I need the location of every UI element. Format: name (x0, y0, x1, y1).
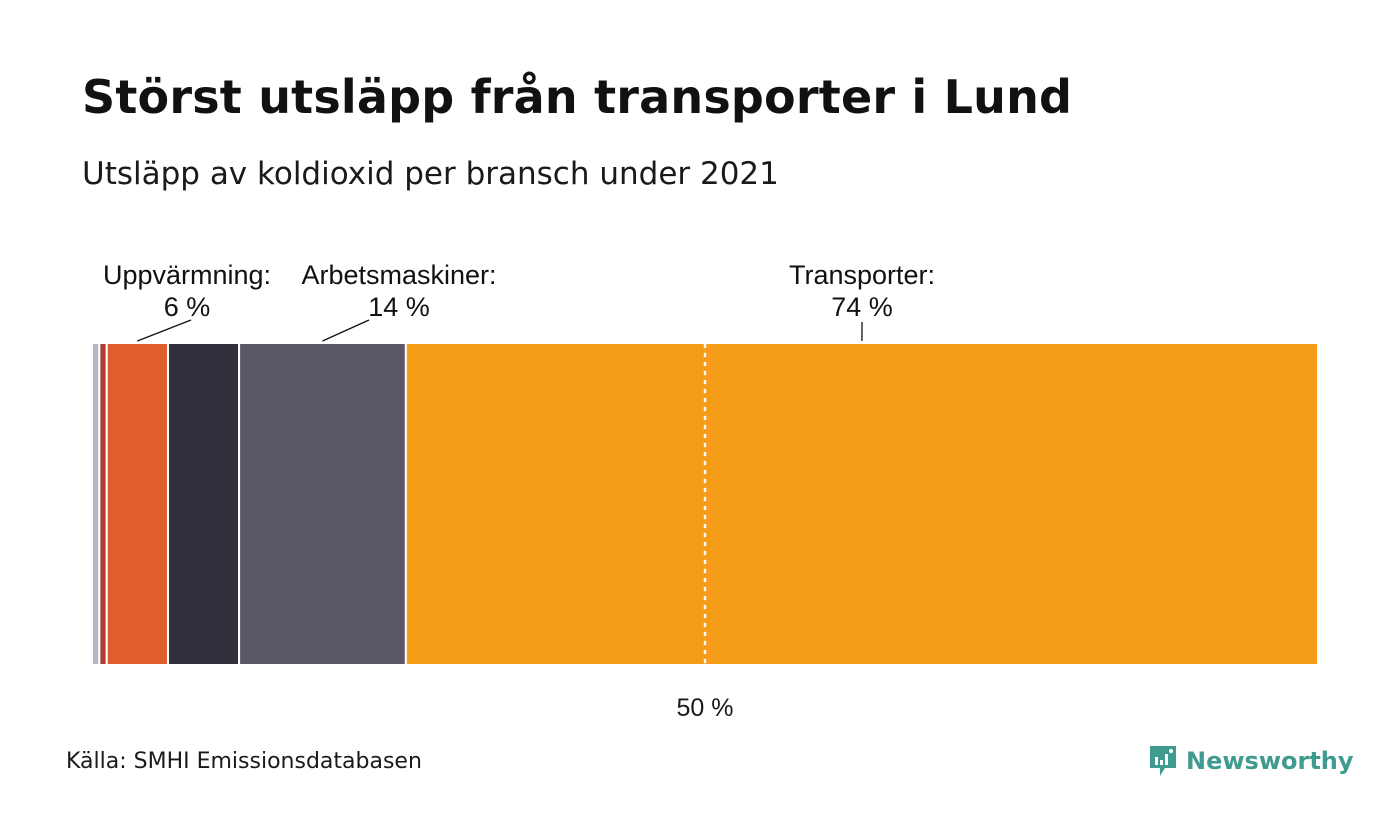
bar-segment-uppvärmning (105, 342, 170, 666)
segment-label-value: 14 % (368, 292, 430, 322)
newsworthy-logo-icon (1150, 746, 1176, 776)
chart-subtitle: Utsläpp av koldioxid per bransch under 2… (82, 156, 779, 192)
bar-segment-transporter (404, 342, 1319, 666)
bar-segment-arbetsmaskiner (238, 342, 407, 666)
chart-title: Störst utsläpp från transporter i Lund (82, 70, 1073, 124)
label-leader-line (322, 319, 370, 342)
brand-logo[interactable]: Newsworthy (1148, 744, 1354, 778)
reference-line-group: 50 % (677, 343, 734, 722)
bar-segment-segment-0 (91, 342, 101, 666)
segment-label-value: 74 % (831, 292, 893, 322)
reference-line-label: 50 % (677, 694, 734, 722)
brand-name: Newsworthy (1186, 747, 1354, 775)
bar-segments (91, 342, 1319, 666)
bar-segment-segment-1 (98, 342, 108, 666)
bar-segment-segment-3 (167, 342, 241, 666)
label-leader-line (137, 319, 192, 342)
segment-label-name: Transporter: (789, 260, 935, 290)
segment-labels: Uppvärmning:6 % Arbetsmaskiner:14 % Transp… (103, 260, 935, 342)
segment-label-name: Arbetsmaskiner: (301, 260, 496, 290)
segment-label-value: 6 % (164, 292, 211, 322)
segment-label-name: Uppvärmning: (103, 260, 271, 290)
source-note: Källa: SMHI Emissionsdatabasen (66, 749, 422, 774)
